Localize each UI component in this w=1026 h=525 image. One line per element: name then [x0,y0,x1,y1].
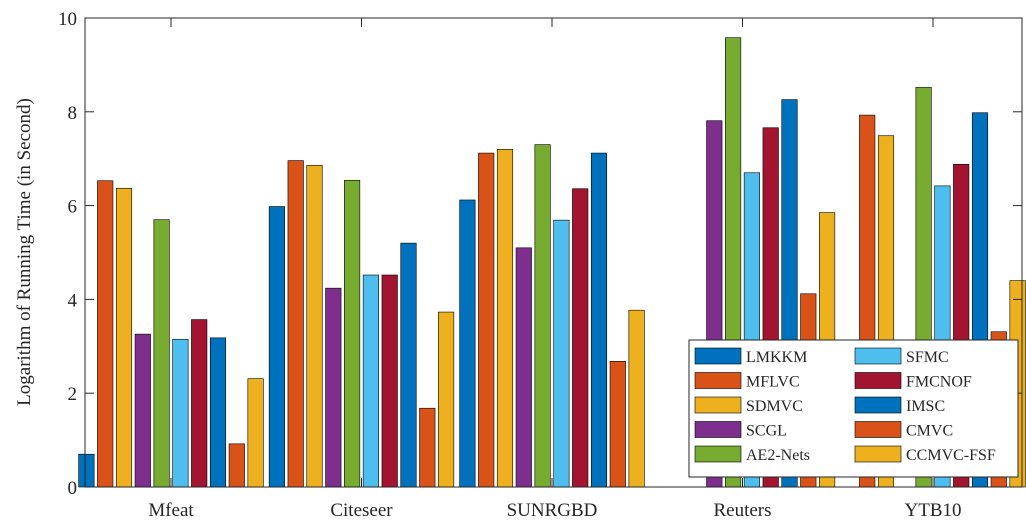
bar-sfmc-mfeat [172,338,189,488]
bar-sfmc-citeseer [362,274,379,488]
bar-cmvc-sunrgbd [609,361,626,488]
bar-sdmvc-citeseer [306,164,323,488]
legend-label: LMKKM [746,349,807,366]
bar-imsc-citeseer [400,242,417,488]
legend-swatch [854,445,902,463]
legend: LMKKM SFMC MFLVC FMCNOF SDMVC IMSC SCGL CMVC AE2… [688,339,1019,478]
legend-label: SCGL [746,423,787,440]
y-tick-label: 2 [68,384,78,405]
x-axis: Mfeat Citeseer SUNRGBD Reuters YTB10 [148,18,962,521]
bar-fmcnof-mfeat [191,319,208,488]
legend-swatch [854,421,902,438]
bar-ccmvc-fsf-sunrgbd [628,309,645,488]
legend-label: CCMVC-FSF [906,447,996,464]
legend-swatch [694,372,742,389]
legend-label: MFLVC [746,374,800,391]
bar-fmcnof-citeseer [381,274,398,488]
y-tick-label: 6 [68,197,78,218]
bar-mflvc-mfeat [97,180,114,488]
plot-frame [84,17,1023,488]
bar-sdmvc-mfeat [115,187,133,488]
legend-label: FMCNOF [906,374,972,391]
bar-ccmvc-fsf-citeseer [438,311,455,488]
bar-sfmc-sunrgbd [553,219,570,488]
y-tick-label: 0 [68,478,78,499]
bar-lmkkm-citeseer [268,206,285,488]
legend-label: SFMC [906,349,949,366]
y-axis-label: Logarithm of Running Time (in Second) [14,98,35,406]
x-tick-label: Citeseer [330,500,393,521]
legend-label: AE2-Nets [746,447,810,464]
y-axis: 0 2 4 6 8 10 [58,9,1022,499]
bar-lmkkm-mfeat [78,453,95,488]
x-tick-label: Mfeat [148,500,194,521]
bar-imsc-mfeat [209,337,227,488]
x-tick-label: SUNRGBD [507,500,598,521]
y-tick-label: 4 [68,290,78,311]
legend-box [688,339,1019,478]
bar-fmcnof-sunrgbd [572,188,589,488]
legend-swatch [694,396,742,414]
bar-scgl-mfeat [134,333,151,488]
bar-sdmvc-sunrgbd [496,149,514,488]
bar-ae2-nets-citeseer [344,179,361,488]
legend-label: CMVC [906,423,953,440]
legend-swatch [694,421,742,438]
y-tick-label: 10 [58,9,77,30]
legend-label: IMSC [906,398,945,415]
legend-swatch [854,347,902,365]
bar-scgl-citeseer [325,287,342,488]
bar-scgl-sunrgbd [515,247,532,488]
legend-label: SDMVC [746,398,803,415]
bar-mflvc-sunrgbd [478,152,495,488]
bar-lmkkm-sunrgbd [459,199,476,488]
legend-swatch [854,372,902,389]
x-tick-label: YTB10 [905,500,962,521]
bar-mflvc-citeseer [287,160,304,488]
legend-swatch [854,396,902,414]
bar-ae2-nets-sunrgbd [534,144,551,488]
bar-cmvc-citeseer [419,407,436,488]
bar-ccmvc-fsf-mfeat [247,378,264,488]
bar-cmvc-mfeat [228,443,245,488]
legend-swatch [694,445,742,463]
bar-ae2-nets-mfeat [153,219,170,488]
y-tick-label: 8 [68,103,78,124]
bar-imsc-sunrgbd [590,152,608,488]
x-tick-label: Reuters [713,500,771,521]
legend-swatch [694,347,742,365]
